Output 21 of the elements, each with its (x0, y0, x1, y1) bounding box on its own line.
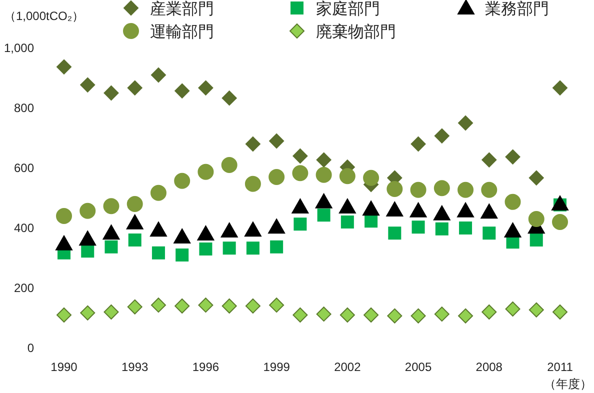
legend-label: 業務部門 (485, 0, 549, 18)
y-axis-title: （1,000tCO₂） (4, 9, 84, 23)
x-tick-label: 2002 (334, 360, 362, 374)
legend-label: 運輸部門 (150, 23, 214, 41)
x-tick-label: 2005 (404, 360, 432, 374)
x-tick-label: 2011 (547, 360, 574, 374)
legend-label: 廃棄物部門 (316, 23, 396, 41)
y-tick-label: 200 (14, 281, 34, 295)
y-tick-label: 400 (14, 221, 34, 235)
x-tick-label: 1996 (192, 360, 220, 374)
x-tick-label: 1990 (50, 360, 78, 374)
y-tick-label: 0 (27, 341, 34, 355)
legend-label: 家庭部門 (316, 0, 380, 18)
y-tick-label: 800 (14, 101, 34, 115)
legend-label: 産業部門 (150, 0, 214, 18)
x-axis-title: （年度） (544, 377, 592, 391)
x-tick-label: 1993 (122, 360, 149, 374)
x-tick-label: 1999 (263, 360, 290, 374)
x-tick-label: 2008 (476, 360, 503, 374)
y-tick-label: 1,000 (4, 41, 34, 55)
y-tick-label: 600 (14, 161, 34, 175)
